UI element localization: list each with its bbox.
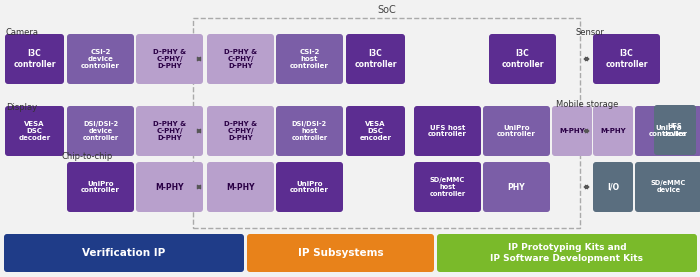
FancyBboxPatch shape [67, 34, 134, 84]
FancyBboxPatch shape [437, 234, 697, 272]
Text: PHY: PHY [508, 183, 525, 191]
Text: Verification IP: Verification IP [83, 248, 166, 258]
Text: UFS host
controller: UFS host controller [428, 124, 467, 137]
FancyBboxPatch shape [489, 34, 556, 84]
FancyBboxPatch shape [136, 162, 203, 212]
Text: IP Prototyping Kits and
IP Software Development Kits: IP Prototyping Kits and IP Software Deve… [491, 243, 643, 263]
Text: CSI-2
host
controller: CSI-2 host controller [290, 49, 329, 69]
Text: Sensor: Sensor [576, 28, 605, 37]
Text: Camera: Camera [6, 28, 39, 37]
Text: M-PHY: M-PHY [226, 183, 255, 191]
FancyBboxPatch shape [346, 106, 405, 156]
FancyBboxPatch shape [5, 106, 64, 156]
Text: I3C
controller: I3C controller [501, 49, 544, 69]
Text: I3C
controller: I3C controller [606, 49, 648, 69]
FancyBboxPatch shape [593, 106, 633, 156]
Text: Chip-to-chip: Chip-to-chip [62, 152, 113, 161]
FancyBboxPatch shape [136, 106, 203, 156]
FancyBboxPatch shape [207, 162, 274, 212]
Text: SoC: SoC [377, 5, 396, 15]
Text: D-PHY &
C-PHY/
D-PHY: D-PHY & C-PHY/ D-PHY [153, 121, 186, 141]
Text: M-PHY: M-PHY [559, 128, 584, 134]
FancyBboxPatch shape [207, 34, 274, 84]
Text: M-PHY: M-PHY [155, 183, 183, 191]
Text: UniPro
controller: UniPro controller [649, 124, 688, 137]
FancyBboxPatch shape [654, 105, 696, 155]
FancyBboxPatch shape [276, 106, 343, 156]
FancyBboxPatch shape [552, 106, 592, 156]
Text: M-PHY: M-PHY [600, 128, 626, 134]
Text: Display: Display [6, 103, 37, 112]
Text: UniPro
controller: UniPro controller [497, 124, 536, 137]
FancyBboxPatch shape [414, 106, 481, 156]
Text: DSI/DSI-2
host
controller: DSI/DSI-2 host controller [291, 121, 328, 141]
FancyBboxPatch shape [4, 234, 244, 272]
FancyBboxPatch shape [67, 106, 134, 156]
FancyBboxPatch shape [635, 106, 700, 156]
Bar [193, 18, 580, 228]
FancyBboxPatch shape [346, 34, 405, 84]
FancyBboxPatch shape [5, 34, 64, 84]
FancyBboxPatch shape [414, 162, 481, 212]
Text: SD/eMMC
device: SD/eMMC device [651, 181, 686, 194]
FancyBboxPatch shape [593, 162, 633, 212]
Text: CSI-2
device
controller: CSI-2 device controller [81, 49, 120, 69]
Text: UniPro
controller: UniPro controller [81, 181, 120, 194]
Text: VESA
DSC
encoder: VESA DSC encoder [360, 121, 391, 141]
Text: SD/eMMC
host
controller: SD/eMMC host controller [429, 177, 466, 197]
Text: UniPro
controller: UniPro controller [290, 181, 329, 194]
FancyBboxPatch shape [276, 162, 343, 212]
Text: D-PHY &
C-PHY/
D-PHY: D-PHY & C-PHY/ D-PHY [153, 49, 186, 69]
Text: D-PHY &
C-PHY/
D-PHY: D-PHY & C-PHY/ D-PHY [224, 49, 257, 69]
FancyBboxPatch shape [593, 34, 660, 84]
Text: IP Subsystems: IP Subsystems [298, 248, 384, 258]
FancyBboxPatch shape [67, 162, 134, 212]
Text: VESA
DSC
decoder: VESA DSC decoder [18, 121, 50, 141]
Text: D-PHY &
C-PHY/
D-PHY: D-PHY & C-PHY/ D-PHY [224, 121, 257, 141]
Text: DSI/DSI-2
device
controller: DSI/DSI-2 device controller [83, 121, 118, 141]
FancyBboxPatch shape [247, 234, 434, 272]
FancyBboxPatch shape [276, 34, 343, 84]
FancyBboxPatch shape [483, 106, 550, 156]
Text: UFS
device: UFS device [663, 124, 687, 137]
Text: Mobile storage: Mobile storage [556, 100, 618, 109]
Text: I3C
controller: I3C controller [13, 49, 56, 69]
Text: I/O: I/O [607, 183, 619, 191]
FancyBboxPatch shape [635, 162, 700, 212]
FancyBboxPatch shape [136, 34, 203, 84]
FancyBboxPatch shape [483, 162, 550, 212]
FancyBboxPatch shape [207, 106, 274, 156]
Text: I3C
controller: I3C controller [354, 49, 397, 69]
